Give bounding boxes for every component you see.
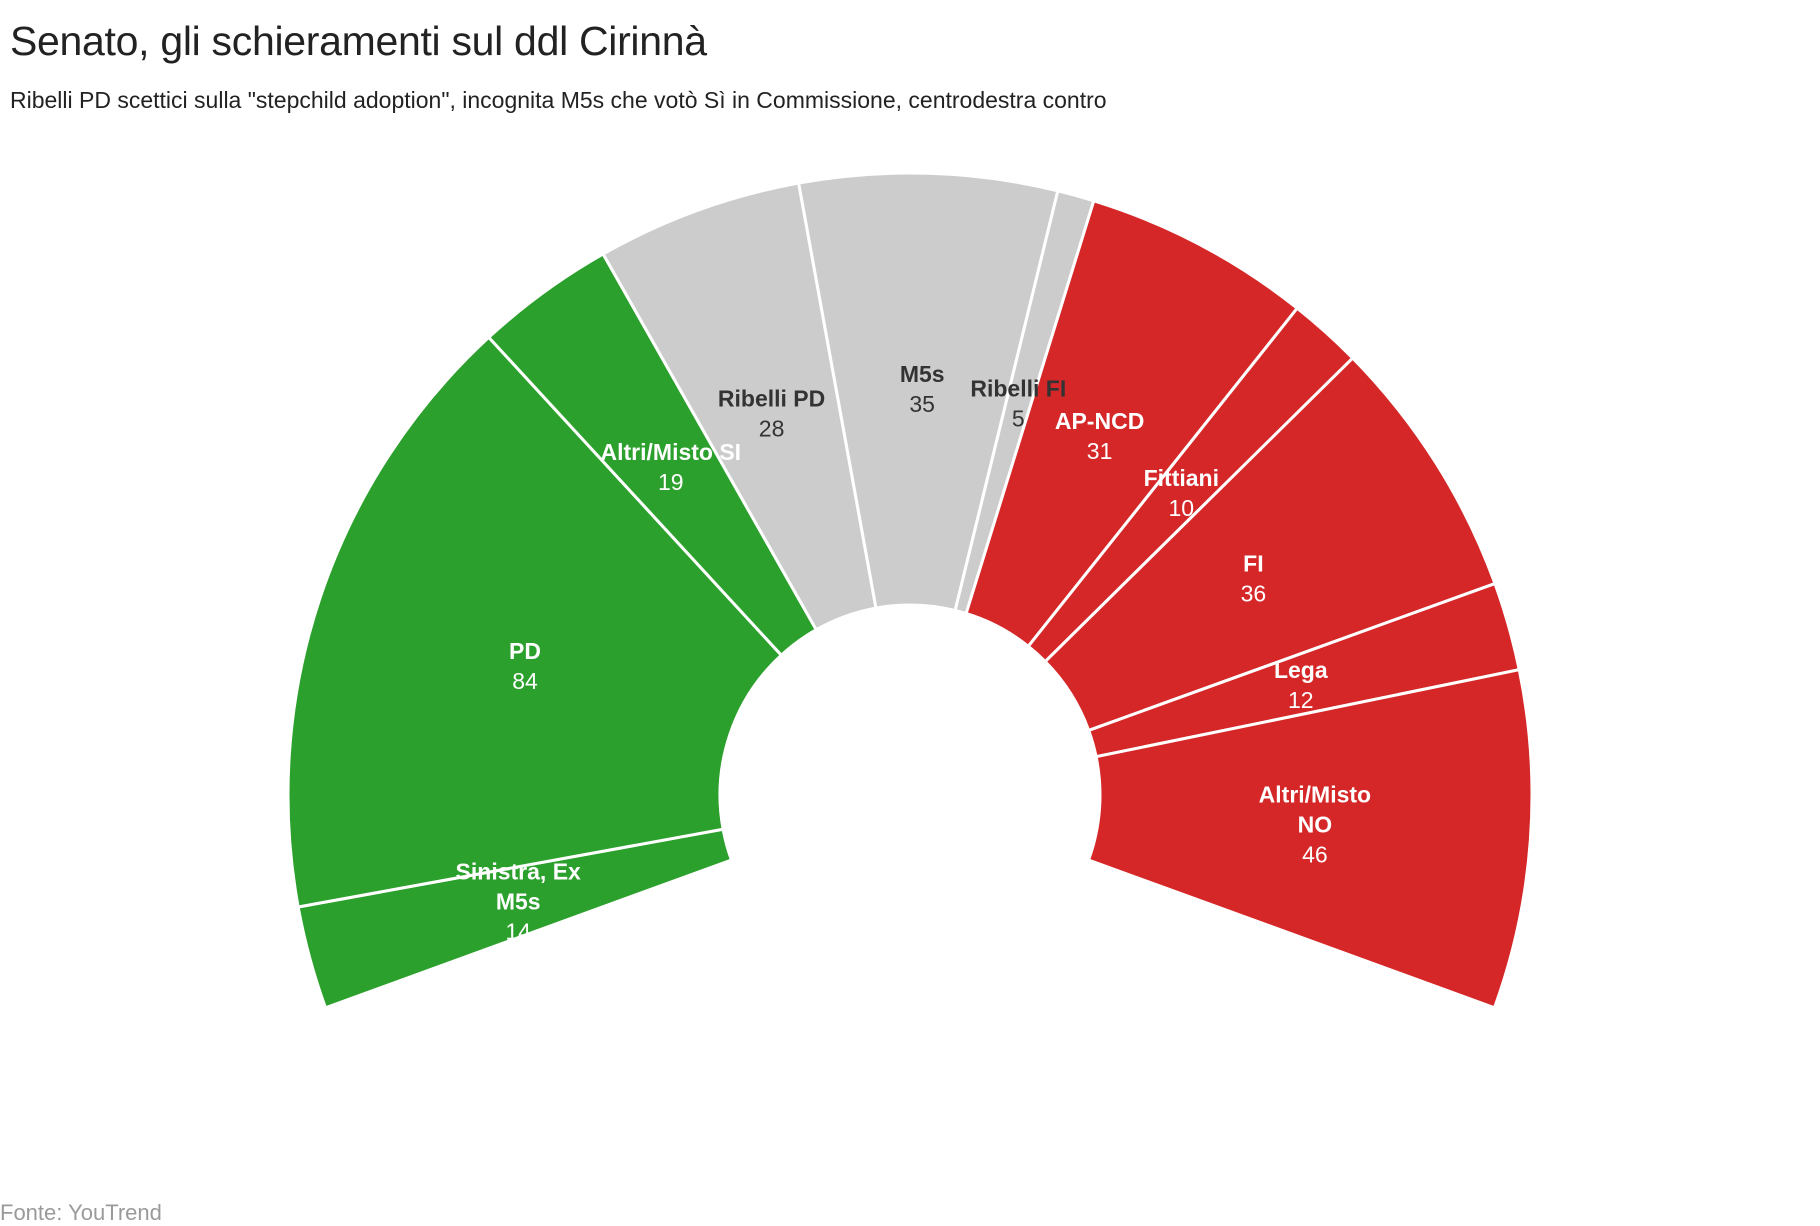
slice-label-altri-misto-si: Altri/Misto SI 19: [601, 439, 742, 495]
slice-altri-misto-no: [1086, 667, 1534, 1010]
slice-value: 31: [1087, 438, 1113, 464]
slice-value: 28: [759, 415, 785, 441]
slice-name: NO: [1298, 812, 1333, 838]
slice-value: 84: [512, 668, 538, 694]
chart-title: Senato, gli schieramenti sul ddl Cirinnà: [10, 18, 707, 64]
slice-label-altri-misto-no: Altri/Misto NO 46: [1259, 782, 1371, 868]
slice-name: PD: [509, 638, 541, 664]
slice-value: 35: [909, 391, 935, 417]
slice-label-lega: Lega 12: [1274, 657, 1328, 713]
slice-value: 36: [1241, 580, 1267, 606]
slice-name: M5s: [496, 888, 541, 914]
slice-value: 19: [658, 469, 684, 495]
chart-subtitle: Ribelli PD scettici sulla "stepchild ado…: [10, 87, 1107, 113]
slice-name: Ribelli FI: [970, 376, 1066, 402]
slice-name: Altri/Misto SI: [601, 439, 742, 465]
slice-ribelli-pd: [601, 181, 878, 632]
slice-name: M5s: [900, 361, 945, 387]
slice-name: AP-NCD: [1055, 408, 1144, 434]
slice-label-pd: PD 84: [509, 638, 541, 694]
slice-pd: [286, 335, 784, 909]
slice-name: Altri/Misto: [1259, 782, 1371, 808]
slice-label-fittiani: Fittiani 10: [1144, 465, 1219, 521]
slice-label-ribelli-fi: Ribelli FI 5: [970, 376, 1066, 432]
slice-label-ap-ncd: AP-NCD 31: [1055, 408, 1144, 464]
slice-name: Lega: [1274, 657, 1328, 683]
slice-value: 5: [1012, 406, 1025, 432]
slice-m5s: [796, 171, 1060, 613]
slice-value: 46: [1302, 842, 1328, 868]
slice-value: 12: [1288, 687, 1314, 713]
source-note: Fonte: YouTrend: [0, 1200, 162, 1225]
slice-label-ribelli-pd: Ribelli PD 28: [718, 385, 825, 441]
slice-ap-ncd: [964, 198, 1300, 649]
slices-group: [286, 171, 1534, 1010]
slice-value: 10: [1169, 495, 1195, 521]
slice-name: FI: [1243, 550, 1263, 576]
slice-fi: [1043, 355, 1497, 733]
slice-name: Sinistra, Ex: [456, 858, 581, 884]
slice-value: 14: [505, 918, 531, 944]
slice-name: Ribelli PD: [718, 385, 825, 411]
slice-name: Fittiani: [1144, 465, 1219, 491]
slice-label-fi: FI 36: [1241, 550, 1267, 606]
slice-label-sinistra-ex-m5s: Sinistra, Ex M5s 14: [456, 858, 581, 944]
labels-group: Sinistra, Ex M5s 14 PD 84 Altri/Misto SI 19 Rib…: [456, 361, 1372, 944]
